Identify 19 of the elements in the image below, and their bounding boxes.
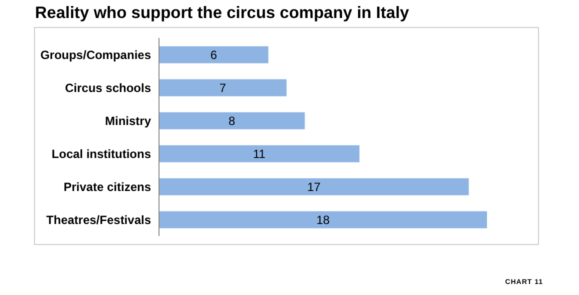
data-label: 7 xyxy=(219,81,226,96)
y-tick-label: Theatres/Festivals xyxy=(46,212,152,227)
data-label: 11 xyxy=(252,147,266,162)
bar xyxy=(159,46,268,64)
data-label: 17 xyxy=(307,180,321,194)
y-tick-label: Groups/Companies xyxy=(40,48,152,62)
bar xyxy=(159,178,469,196)
bar xyxy=(159,211,487,228)
bar xyxy=(159,112,305,130)
bar xyxy=(159,145,360,162)
y-tick-label: Circus schools xyxy=(64,80,152,95)
bar xyxy=(159,79,287,96)
data-label: 8 xyxy=(228,114,236,128)
y-tick-label: Ministry xyxy=(104,114,152,128)
y-tick-label: Private citizens xyxy=(64,180,152,194)
y-tick-label: Local institutions xyxy=(52,146,152,161)
data-label: 6 xyxy=(210,48,218,62)
chart-title: Reality who support the circus company in Italy xyxy=(35,4,410,23)
data-label: 18 xyxy=(316,213,330,228)
